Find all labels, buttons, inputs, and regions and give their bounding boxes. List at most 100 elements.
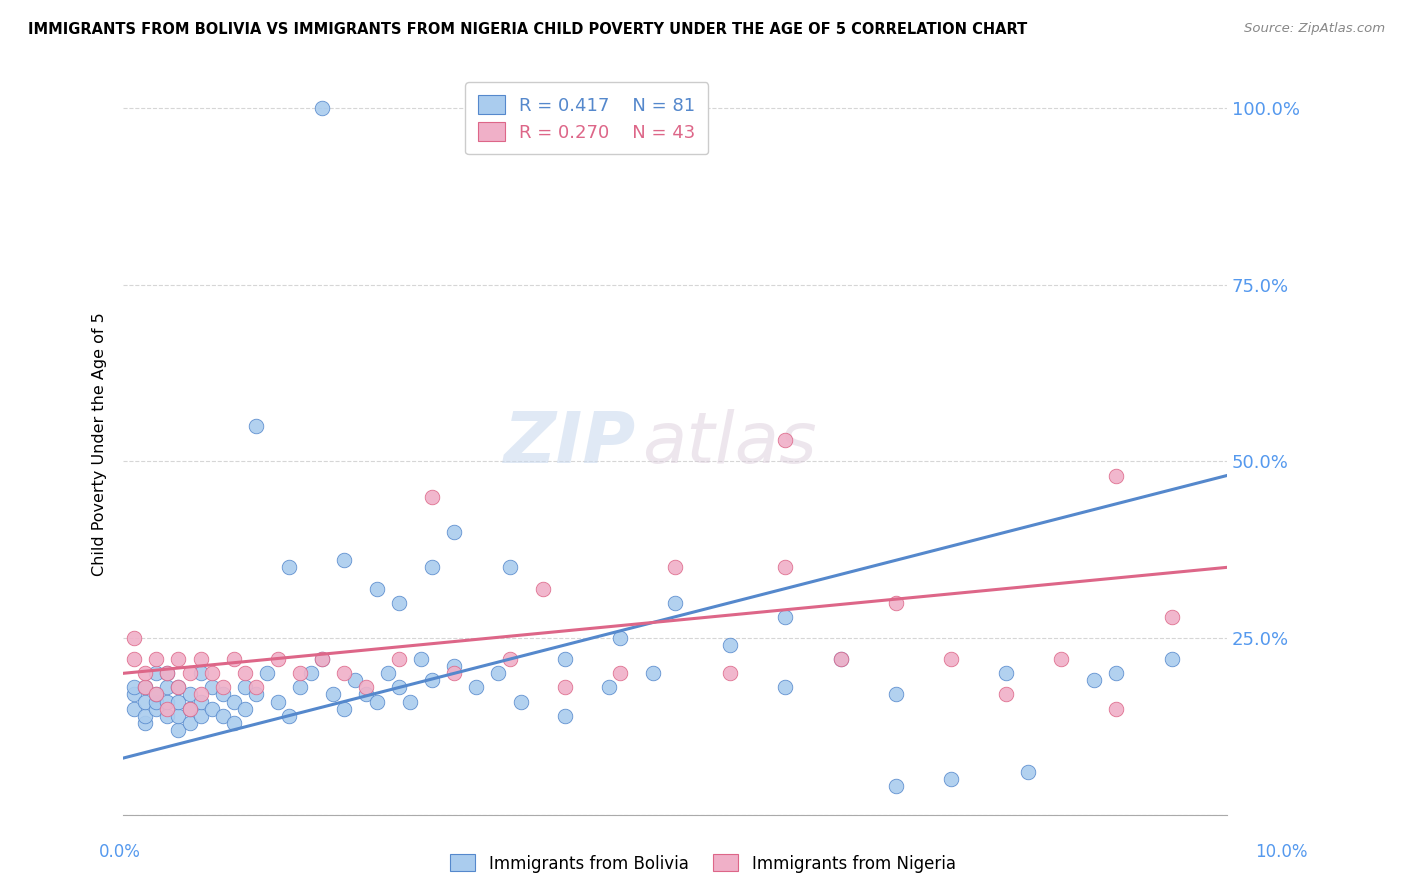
Point bbox=[366, 582, 388, 596]
Point bbox=[245, 681, 267, 695]
Point bbox=[333, 701, 356, 715]
Legend: R = 0.417    N = 81, R = 0.270    N = 43: R = 0.417 N = 81, R = 0.270 N = 43 bbox=[465, 82, 709, 154]
Point bbox=[233, 681, 256, 695]
Point bbox=[167, 708, 190, 723]
Point bbox=[167, 681, 190, 695]
Point bbox=[830, 652, 852, 666]
Point bbox=[509, 694, 531, 708]
Point bbox=[388, 596, 411, 610]
Point bbox=[256, 666, 278, 681]
Point bbox=[488, 666, 510, 681]
Text: Source: ZipAtlas.com: Source: ZipAtlas.com bbox=[1244, 22, 1385, 36]
Point bbox=[190, 688, 212, 702]
Point bbox=[167, 694, 190, 708]
Point bbox=[134, 681, 156, 695]
Point bbox=[775, 609, 797, 624]
Point bbox=[498, 652, 520, 666]
Point bbox=[377, 666, 399, 681]
Point bbox=[443, 524, 465, 539]
Point bbox=[399, 694, 422, 708]
Point bbox=[134, 708, 156, 723]
Text: 0.0%: 0.0% bbox=[98, 843, 141, 861]
Point bbox=[124, 631, 146, 645]
Point bbox=[134, 715, 156, 730]
Point bbox=[1160, 609, 1182, 624]
Point bbox=[554, 708, 576, 723]
Point bbox=[995, 666, 1018, 681]
Point bbox=[222, 715, 245, 730]
Point bbox=[884, 596, 907, 610]
Point bbox=[179, 701, 201, 715]
Point bbox=[311, 652, 333, 666]
Point bbox=[1105, 666, 1128, 681]
Point bbox=[145, 688, 167, 702]
Point bbox=[179, 688, 201, 702]
Point bbox=[179, 701, 201, 715]
Point bbox=[145, 688, 167, 702]
Point bbox=[211, 688, 233, 702]
Point bbox=[1083, 673, 1105, 688]
Point bbox=[531, 582, 554, 596]
Text: IMMIGRANTS FROM BOLIVIA VS IMMIGRANTS FROM NIGERIA CHILD POVERTY UNDER THE AGE O: IMMIGRANTS FROM BOLIVIA VS IMMIGRANTS FR… bbox=[28, 22, 1028, 37]
Point bbox=[156, 694, 179, 708]
Point bbox=[299, 666, 322, 681]
Point bbox=[366, 694, 388, 708]
Point bbox=[939, 772, 962, 787]
Point bbox=[1017, 765, 1039, 780]
Point bbox=[344, 673, 367, 688]
Point bbox=[211, 681, 233, 695]
Point bbox=[288, 666, 311, 681]
Point bbox=[179, 715, 201, 730]
Point bbox=[420, 673, 443, 688]
Point bbox=[233, 666, 256, 681]
Point bbox=[245, 688, 267, 702]
Point bbox=[277, 708, 299, 723]
Point bbox=[718, 666, 741, 681]
Point bbox=[190, 666, 212, 681]
Point bbox=[939, 652, 962, 666]
Point bbox=[267, 652, 290, 666]
Point bbox=[233, 701, 256, 715]
Point bbox=[1105, 468, 1128, 483]
Point bbox=[1160, 652, 1182, 666]
Point bbox=[200, 666, 222, 681]
Point bbox=[145, 652, 167, 666]
Y-axis label: Child Poverty Under the Age of 5: Child Poverty Under the Age of 5 bbox=[93, 312, 107, 575]
Point bbox=[124, 701, 146, 715]
Point bbox=[884, 780, 907, 794]
Point bbox=[124, 688, 146, 702]
Point bbox=[288, 681, 311, 695]
Point bbox=[179, 666, 201, 681]
Point bbox=[420, 560, 443, 574]
Point bbox=[145, 666, 167, 681]
Point bbox=[641, 666, 664, 681]
Point bbox=[200, 681, 222, 695]
Point bbox=[333, 666, 356, 681]
Point bbox=[1050, 652, 1073, 666]
Point bbox=[420, 490, 443, 504]
Point bbox=[124, 652, 146, 666]
Point bbox=[388, 681, 411, 695]
Text: 10.0%: 10.0% bbox=[1256, 843, 1308, 861]
Point bbox=[267, 694, 290, 708]
Point bbox=[465, 681, 488, 695]
Point bbox=[134, 694, 156, 708]
Point bbox=[554, 652, 576, 666]
Point bbox=[190, 694, 212, 708]
Point bbox=[995, 688, 1018, 702]
Point bbox=[830, 652, 852, 666]
Point bbox=[156, 708, 179, 723]
Point bbox=[718, 638, 741, 652]
Point bbox=[167, 652, 190, 666]
Point bbox=[609, 631, 631, 645]
Point bbox=[190, 708, 212, 723]
Point bbox=[124, 681, 146, 695]
Point bbox=[333, 553, 356, 567]
Point bbox=[145, 701, 167, 715]
Point bbox=[311, 652, 333, 666]
Point bbox=[354, 688, 377, 702]
Point bbox=[775, 434, 797, 448]
Point bbox=[598, 681, 620, 695]
Point bbox=[411, 652, 433, 666]
Point bbox=[190, 652, 212, 666]
